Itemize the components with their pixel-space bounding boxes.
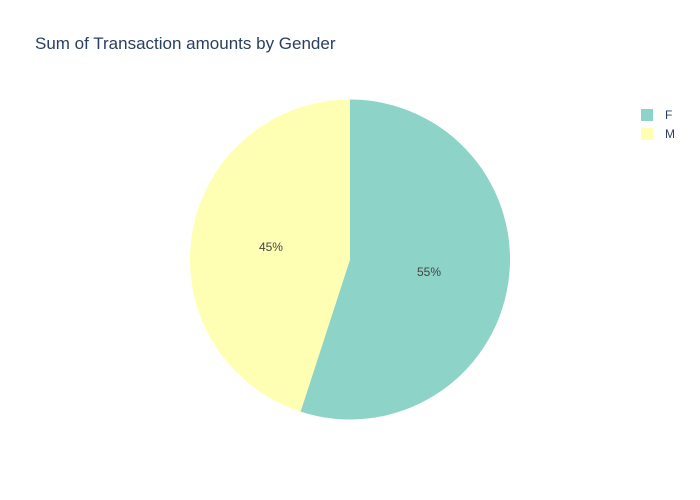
pie-slice-f[interactable] xyxy=(300,99,510,420)
chart-title: Sum of Transaction amounts by Gender xyxy=(35,34,336,53)
pie-label-f: 55% xyxy=(417,265,441,279)
pie-slices xyxy=(189,99,510,420)
legend-item-m[interactable]: M xyxy=(641,124,696,143)
pie-slice-labels: 55% 45% xyxy=(259,240,441,279)
legend: F M xyxy=(641,105,696,143)
legend-swatch-m xyxy=(641,127,653,140)
legend-swatch-f xyxy=(641,108,653,121)
legend-label-f: F xyxy=(665,107,673,122)
legend-item-f[interactable]: F xyxy=(641,105,696,124)
legend-label-m: M xyxy=(665,126,675,141)
pie-label-m: 45% xyxy=(259,240,283,254)
pie-slice-m[interactable] xyxy=(189,99,350,412)
